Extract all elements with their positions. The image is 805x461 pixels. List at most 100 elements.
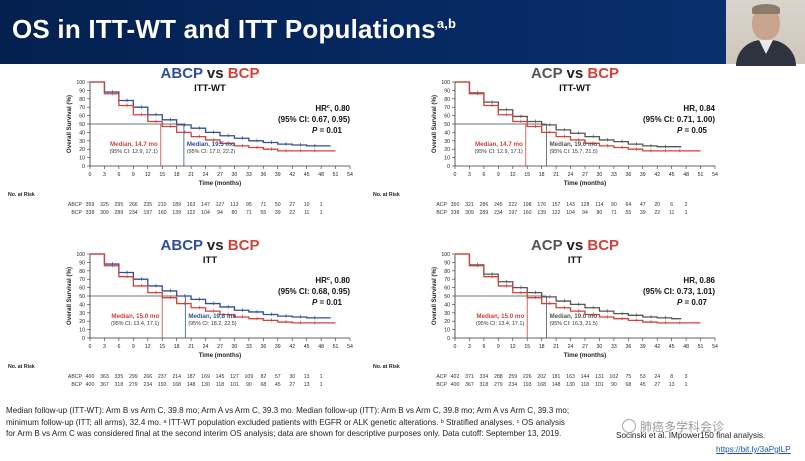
risk-value: 266	[129, 202, 138, 208]
y-tick-label: 60	[79, 114, 85, 120]
risk-value: 109	[245, 374, 254, 380]
y-axis-label: Overall Survival (%)	[431, 95, 438, 153]
p-label: P	[312, 126, 318, 135]
y-tick-label: 30	[79, 139, 85, 145]
y-tick-label: 50	[79, 294, 85, 300]
risk-value: 130	[566, 382, 575, 388]
risk-value: 197	[508, 210, 517, 216]
risk-value: 295	[115, 202, 124, 208]
km-curve-abcp	[90, 81, 331, 147]
median-label-experimental: Median, 19.5 mo	[187, 141, 235, 148]
x-tick-label: 51	[333, 344, 339, 350]
x-tick-label: 42	[289, 344, 295, 350]
chart-population: ITT-WT	[559, 83, 591, 94]
x-tick-label: 9	[132, 344, 135, 350]
risk-value: 266	[143, 374, 152, 380]
risk-value: 2	[685, 202, 688, 208]
slide-title-superscript: a,b	[436, 16, 457, 32]
risk-value: 128	[581, 202, 590, 208]
risk-row-label: ACP	[436, 202, 447, 208]
x-tick-label: 36	[260, 172, 266, 178]
x-axis-label: Time (months)	[199, 352, 242, 359]
y-tick-label: 100	[76, 252, 85, 258]
hr-superscript: c	[327, 104, 330, 110]
risk-value: 122	[187, 210, 196, 216]
median-ci-control: (95% CI: 12.9, 17.1)	[475, 149, 523, 155]
y-tick-label: 90	[79, 88, 85, 94]
x-tick-label: 15	[524, 344, 530, 350]
hr-prefix: HR	[315, 104, 327, 113]
x-tick-label: 48	[318, 344, 324, 350]
x-tick-label: 21	[553, 344, 559, 350]
risk-value: 45	[640, 382, 646, 388]
title-arm-experimental: ABCP	[161, 65, 203, 82]
x-tick-label: 3	[468, 344, 471, 350]
x-tick-label: 39	[640, 344, 646, 350]
x-tick-label: 36	[625, 344, 631, 350]
median-label-control: Median, 15.0 mo	[111, 313, 159, 320]
risk-row-label: ACP	[436, 374, 447, 380]
risk-value: 53	[640, 374, 646, 380]
x-tick-label: 27	[217, 172, 223, 178]
risk-value: 68	[260, 382, 266, 388]
km-chart-svg: ABCP vs BCPITT-WT01020304050607080901000…	[8, 65, 353, 216]
risk-value: 318	[115, 382, 124, 388]
median-ci-experimental: (95% CI: 18.2, 22.5)	[188, 321, 236, 327]
x-axis-label: Time (months)	[564, 180, 607, 187]
risk-value: 400	[86, 374, 95, 380]
p-number: = 0.01	[317, 298, 342, 307]
title-vs: vs	[562, 237, 587, 254]
x-tick-label: 21	[188, 172, 194, 178]
risk-value: 75	[625, 374, 631, 380]
risk-row-label: ABCP	[68, 374, 83, 380]
citation: Socinski et al. IMpower150 final analysi…	[616, 431, 766, 440]
risk-value: 71	[611, 210, 617, 216]
risk-row-label: ABCP	[68, 202, 83, 208]
citation-link[interactable]: https://bit.ly/3aPglLP	[716, 445, 791, 454]
hr-prefix: HR	[683, 104, 695, 113]
x-tick-label: 33	[611, 344, 617, 350]
hr-value: , 0.80	[330, 276, 351, 285]
x-tick-label: 39	[275, 344, 281, 350]
x-tick-label: 33	[246, 172, 252, 178]
y-tick-label: 60	[444, 114, 450, 120]
median-ci-control: (95% CI: 12.9, 17.1)	[110, 149, 158, 155]
risk-value: 222	[508, 202, 517, 208]
footnote: Median follow-up (ITT-WT): Arm B vs Arm …	[6, 405, 606, 440]
x-tick-label: 27	[582, 172, 588, 178]
x-tick-label: 51	[698, 172, 704, 178]
risk-value: 90	[246, 382, 252, 388]
x-tick-label: 15	[524, 172, 530, 178]
y-tick-label: 20	[444, 319, 450, 325]
x-tick-label: 42	[289, 172, 295, 178]
y-tick-label: 70	[79, 277, 85, 283]
p-number: = 0.01	[317, 126, 342, 135]
x-tick-label: 45	[304, 344, 310, 350]
x-tick-label: 3	[103, 344, 106, 350]
risk-value: 104	[201, 210, 210, 216]
hr-prefix: HR	[315, 276, 327, 285]
risk-value: 118	[581, 382, 589, 388]
x-tick-label: 24	[203, 344, 209, 350]
risk-value: 20	[654, 202, 660, 208]
risk-value: 1	[320, 382, 323, 388]
wechat-icon	[622, 419, 636, 433]
x-tick-label: 30	[232, 344, 238, 350]
y-tick-label: 70	[79, 105, 85, 111]
y-tick-label: 10	[79, 328, 85, 334]
risk-value: 202	[537, 374, 546, 380]
risk-value: 400	[86, 382, 95, 388]
x-tick-label: 30	[597, 172, 603, 178]
risk-value: 363	[100, 374, 109, 380]
km-curve-bcp	[455, 253, 701, 324]
risk-value: 71	[246, 210, 252, 216]
x-tick-label: 6	[117, 344, 120, 350]
x-tick-label: 42	[654, 344, 660, 350]
risk-value: 367	[465, 382, 474, 388]
x-tick-label: 0	[454, 344, 457, 350]
risk-value: 113	[230, 202, 238, 208]
risk-value: 147	[201, 202, 210, 208]
risk-value: 187	[187, 374, 196, 380]
hr-value: , 0.86	[695, 276, 716, 285]
